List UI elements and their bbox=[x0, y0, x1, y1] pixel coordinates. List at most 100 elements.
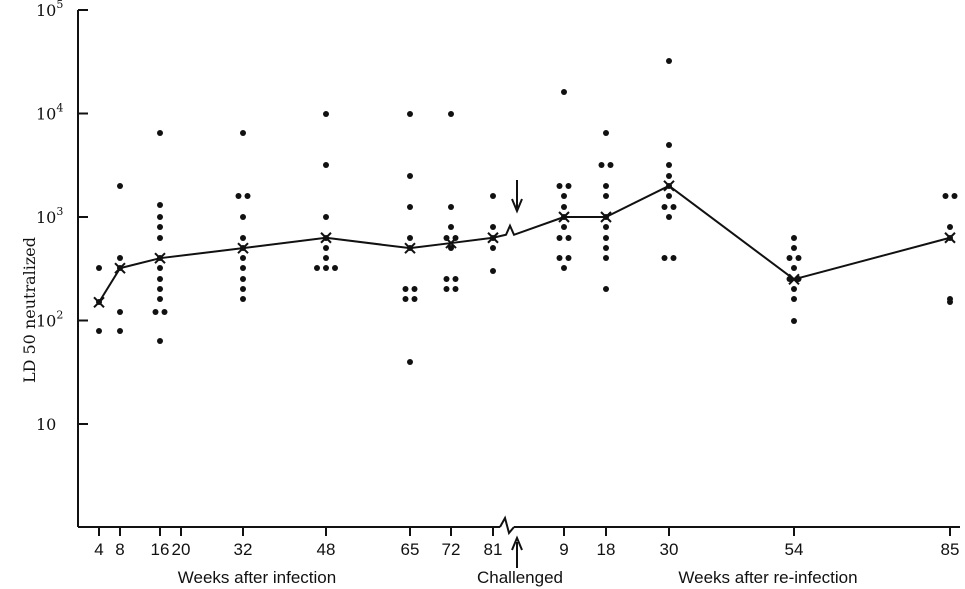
data-point bbox=[791, 296, 797, 302]
data-point bbox=[603, 224, 609, 230]
data-point bbox=[791, 245, 797, 251]
data-point bbox=[490, 268, 496, 274]
x-group-label-reinfection: Weeks after re-infection bbox=[678, 568, 857, 587]
data-point bbox=[157, 338, 163, 344]
data-point bbox=[240, 286, 246, 292]
data-point bbox=[561, 224, 567, 230]
challenge-down-arrowhead bbox=[511, 198, 523, 214]
data-point bbox=[407, 111, 413, 117]
data-point bbox=[565, 255, 572, 261]
data-point bbox=[443, 286, 450, 292]
data-point bbox=[452, 235, 459, 241]
data-point bbox=[443, 276, 450, 282]
data-point bbox=[157, 202, 163, 208]
data-point bbox=[561, 204, 567, 210]
y-axis-title: LD 50 neutralized bbox=[20, 237, 39, 383]
data-point bbox=[603, 235, 609, 241]
mean-line-bridge bbox=[492, 216, 565, 239]
y-tick-label: 105 bbox=[36, 0, 63, 20]
data-point bbox=[666, 173, 672, 179]
data-point bbox=[666, 58, 672, 64]
data-point bbox=[670, 255, 677, 261]
data-point bbox=[603, 130, 609, 136]
data-point bbox=[561, 214, 567, 220]
data-point bbox=[323, 265, 329, 271]
mean-line-infection bbox=[98, 236, 494, 303]
data-point bbox=[452, 286, 459, 292]
data-point bbox=[490, 193, 496, 199]
data-point bbox=[666, 162, 672, 168]
data-point bbox=[240, 255, 246, 261]
data-point bbox=[235, 193, 242, 199]
data-point bbox=[157, 214, 163, 220]
data-point bbox=[323, 245, 329, 251]
annotations bbox=[511, 180, 523, 568]
data-point bbox=[411, 296, 418, 302]
x-axis-ticks: 4 8 16 20 32 48 65 72 81 9 18 30 54 85 bbox=[94, 527, 959, 559]
x-tick-label: 18 bbox=[597, 540, 616, 559]
data-point bbox=[157, 255, 163, 261]
mean-line-reinfection bbox=[564, 184, 951, 281]
x-tick-label: 65 bbox=[401, 540, 420, 559]
data-point bbox=[448, 111, 454, 117]
x-tick-label: 30 bbox=[660, 540, 679, 559]
data-point bbox=[791, 286, 797, 292]
data-point bbox=[490, 235, 496, 241]
y-tick-label: 104 bbox=[36, 102, 63, 124]
data-point bbox=[323, 162, 329, 168]
data-point bbox=[666, 183, 672, 189]
data-point bbox=[791, 235, 797, 241]
data-point bbox=[240, 265, 246, 271]
data-point bbox=[561, 265, 567, 271]
x-tick-label: 16 bbox=[151, 540, 170, 559]
data-point bbox=[407, 359, 413, 365]
data-point bbox=[323, 214, 329, 220]
x-axis-break bbox=[499, 515, 515, 536]
data-point bbox=[157, 276, 163, 282]
x-tick-label: 81 bbox=[484, 540, 503, 559]
data-point bbox=[117, 328, 123, 334]
challenge-up-arrowhead bbox=[511, 535, 523, 551]
data-point bbox=[117, 309, 123, 315]
data-point bbox=[407, 235, 413, 241]
data-point bbox=[157, 235, 163, 241]
data-point bbox=[448, 224, 454, 230]
data-points bbox=[96, 58, 958, 365]
data-point bbox=[603, 193, 609, 199]
data-point bbox=[786, 276, 793, 282]
data-point bbox=[448, 204, 454, 210]
data-point bbox=[117, 265, 123, 271]
data-point bbox=[947, 224, 953, 230]
data-point bbox=[661, 255, 668, 261]
data-point bbox=[332, 265, 338, 271]
data-point bbox=[603, 286, 609, 292]
data-point bbox=[452, 276, 459, 282]
data-point bbox=[240, 245, 246, 251]
data-point bbox=[947, 235, 953, 241]
y-axis-ticks: 10 102 103 104 105 bbox=[36, 0, 88, 434]
data-point bbox=[240, 235, 246, 241]
data-point bbox=[666, 142, 672, 148]
data-point bbox=[161, 309, 168, 315]
data-point bbox=[157, 130, 163, 136]
data-point bbox=[598, 162, 605, 168]
data-point bbox=[791, 318, 797, 324]
data-point bbox=[661, 204, 668, 210]
data-point bbox=[565, 183, 572, 189]
data-point bbox=[947, 299, 953, 305]
data-point bbox=[96, 265, 102, 271]
data-point bbox=[670, 204, 677, 210]
data-point bbox=[402, 286, 409, 292]
y-tick-label: 103 bbox=[36, 205, 63, 227]
data-point bbox=[96, 299, 102, 305]
data-point bbox=[603, 255, 609, 261]
data-point bbox=[402, 296, 409, 302]
y-tick-label: 10 bbox=[36, 415, 56, 434]
data-point bbox=[603, 245, 609, 251]
x-group-label-infection: Weeks after infection bbox=[178, 568, 336, 587]
chart-axes bbox=[77, 10, 960, 536]
x-tick-label: 9 bbox=[559, 540, 568, 559]
data-point bbox=[791, 265, 797, 271]
data-point bbox=[407, 245, 413, 251]
